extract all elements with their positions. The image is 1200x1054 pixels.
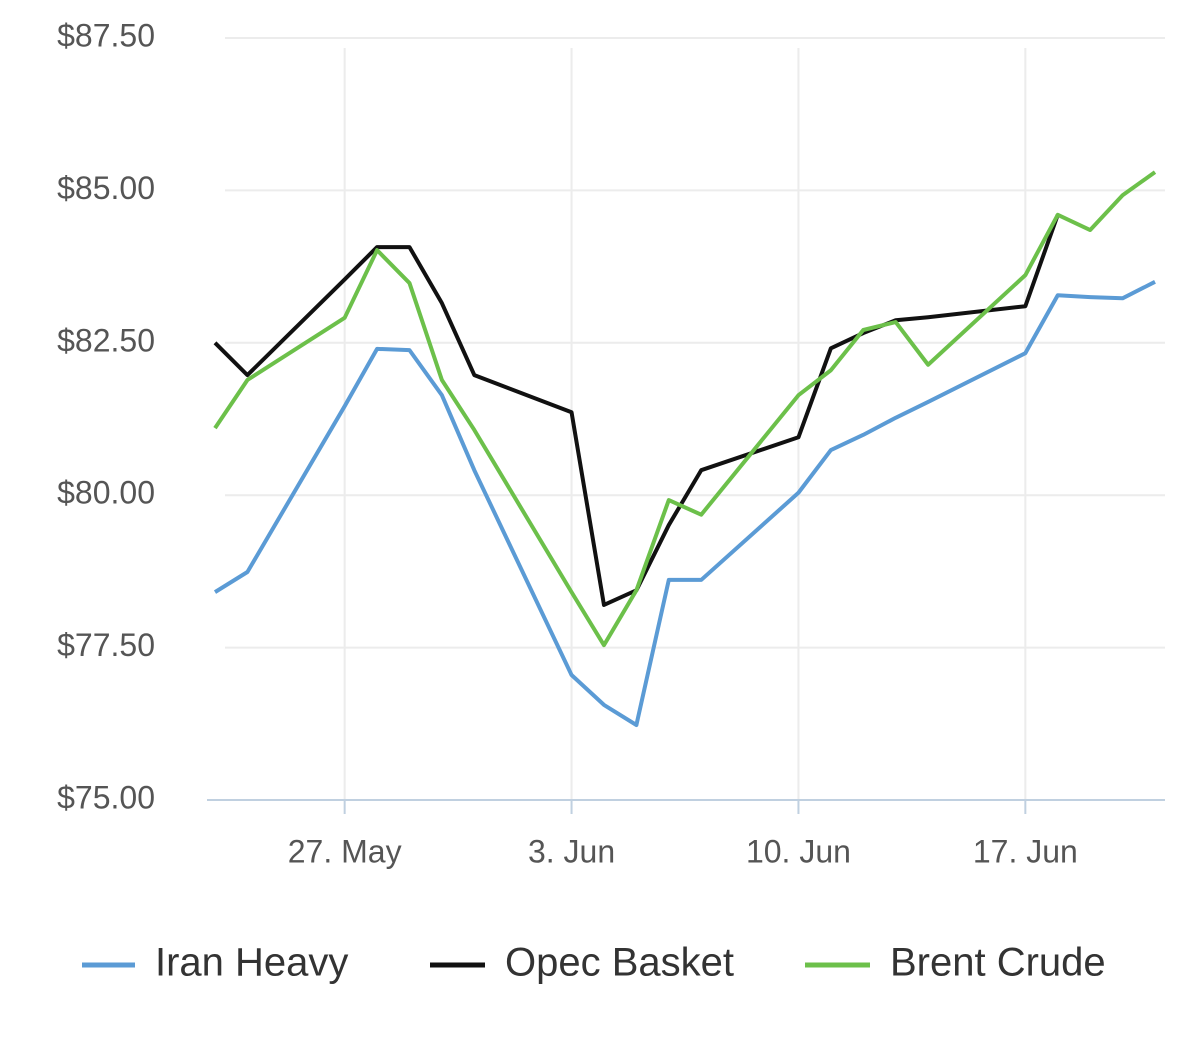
x-tick-label: 3. Jun <box>528 833 615 869</box>
legend-label: Iran Heavy <box>155 941 348 985</box>
y-tick-label: $77.50 <box>57 627 155 663</box>
y-tick-label: $87.50 <box>57 17 155 53</box>
legend-label: Brent Crude <box>890 941 1106 985</box>
x-tick-label: 27. May <box>288 833 402 869</box>
x-tick-label: 17. Jun <box>973 833 1078 869</box>
y-tick-label: $75.00 <box>57 779 155 815</box>
legend-label: Opec Basket <box>505 941 734 985</box>
y-tick-label: $80.00 <box>57 475 155 511</box>
y-tick-label: $85.00 <box>57 170 155 206</box>
series-line <box>213 280 1156 728</box>
series-line <box>213 170 1157 648</box>
x-tick-label: 10. Jun <box>746 833 851 869</box>
y-tick-label: $82.50 <box>57 322 155 358</box>
